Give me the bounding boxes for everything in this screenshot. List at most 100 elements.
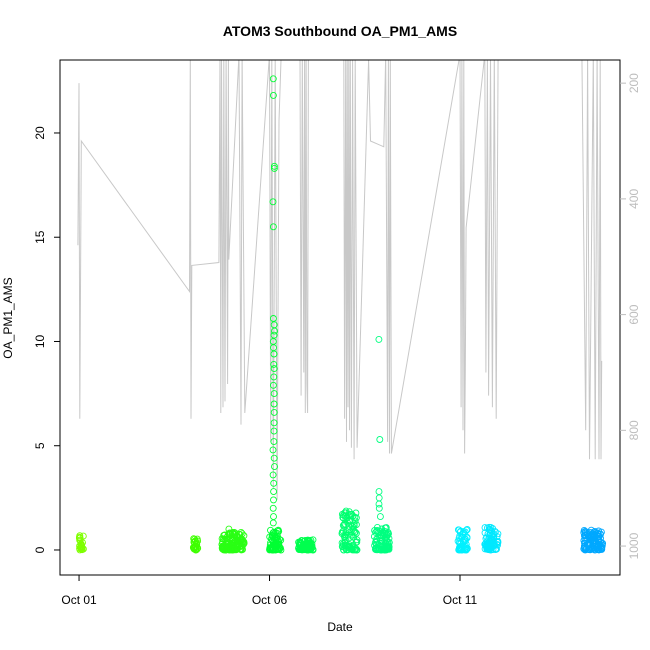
outlier-point <box>270 373 278 381</box>
data-point <box>482 535 490 543</box>
data-point <box>352 509 360 517</box>
data-point <box>338 539 346 547</box>
outlier-point <box>375 488 383 496</box>
data-point <box>339 542 347 550</box>
data-point <box>192 543 200 551</box>
data-point <box>296 545 304 552</box>
data-point <box>487 523 495 531</box>
data-point <box>340 533 348 540</box>
outlier-point <box>270 350 278 358</box>
data-point <box>341 520 348 528</box>
x-axis-label: Date <box>327 620 353 634</box>
data-point <box>350 522 358 529</box>
data-point <box>229 540 237 547</box>
data-point <box>343 514 351 522</box>
data-point <box>595 533 603 541</box>
data-point <box>276 544 284 552</box>
data-point <box>581 544 589 552</box>
data-point <box>340 546 347 554</box>
data-point <box>296 539 304 547</box>
data-point <box>273 527 281 535</box>
data-point <box>190 538 198 546</box>
outlier-point <box>271 327 278 335</box>
outlier-point <box>269 198 277 206</box>
data-point <box>79 539 86 547</box>
altitude-line <box>77 60 603 500</box>
data-point <box>274 526 282 534</box>
data-point <box>353 536 361 544</box>
outlier-point <box>270 479 278 487</box>
data-point <box>493 545 500 553</box>
data-point <box>352 529 360 537</box>
right-axis: 200 400 600 800 1000 <box>620 73 641 559</box>
chart-title: ATOM3 Southbound OA_PM1_AMS <box>223 23 457 39</box>
data-point <box>78 543 86 551</box>
data-point <box>75 533 83 541</box>
data-point <box>372 544 380 552</box>
data-point <box>457 542 465 550</box>
outlier-point <box>269 75 277 83</box>
data-point <box>190 535 198 543</box>
outlier-point <box>270 513 277 521</box>
data-point <box>191 535 199 543</box>
outlier-point <box>270 390 278 398</box>
y-tick-label: 20 <box>33 126 47 140</box>
outlier-point <box>270 408 278 416</box>
data-point <box>376 534 384 542</box>
outlier-point <box>270 400 278 408</box>
outlier-point <box>270 365 278 373</box>
data-point <box>494 541 501 549</box>
data-point <box>234 536 241 544</box>
data-point <box>295 538 303 546</box>
data-point <box>463 526 471 533</box>
data-point <box>382 524 390 532</box>
data-point <box>193 545 201 553</box>
data-point <box>225 530 233 538</box>
y2-tick-label: 600 <box>627 304 641 324</box>
outlier-point <box>225 525 233 533</box>
data-point <box>343 546 351 554</box>
y-tick-label: 15 <box>33 230 47 244</box>
data-point <box>309 545 317 553</box>
data-point <box>273 529 281 537</box>
data-point <box>494 537 502 545</box>
altitude-line-layer <box>77 60 603 500</box>
outlier-point <box>270 164 278 172</box>
data-point <box>339 521 347 529</box>
outlier-point <box>270 496 277 504</box>
data-point <box>266 545 274 553</box>
data-point <box>378 541 386 549</box>
outlier-point <box>270 419 278 427</box>
outlier-point <box>269 504 277 512</box>
outlier-point <box>375 335 383 343</box>
data-point <box>455 546 463 554</box>
outlier-point <box>269 471 277 479</box>
outlier-point <box>270 488 278 496</box>
outlier-point <box>269 519 277 527</box>
data-point <box>302 544 309 551</box>
data-point <box>301 537 309 544</box>
x-tick-label: Oct 06 <box>252 593 288 607</box>
y2-tick-label: 1000 <box>627 532 641 559</box>
data-point <box>592 533 600 541</box>
data-point <box>378 545 386 553</box>
data-point <box>493 533 501 541</box>
data-point <box>463 534 471 542</box>
data-point <box>338 510 346 518</box>
outlier-point <box>269 223 277 231</box>
outlier-point <box>271 463 278 471</box>
data-point <box>580 529 588 536</box>
outlier-point <box>375 504 383 512</box>
data-point <box>348 545 356 553</box>
data-point <box>220 543 228 551</box>
data-point <box>349 546 356 554</box>
data-point <box>274 537 282 545</box>
data-point <box>599 539 607 547</box>
data-point <box>457 546 465 554</box>
data-point <box>588 545 595 553</box>
outlier-point <box>269 91 277 99</box>
data-points-layer <box>75 75 607 554</box>
data-point <box>342 529 350 537</box>
outlier-point <box>375 494 383 502</box>
